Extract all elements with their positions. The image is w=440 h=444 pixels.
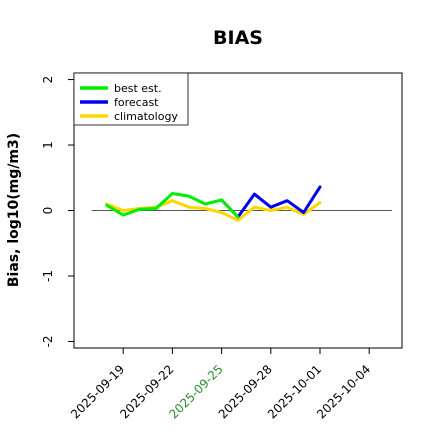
y-tick-label: 1 bbox=[41, 141, 55, 149]
y-tick-label: 0 bbox=[41, 207, 55, 215]
series-line-best-est bbox=[105, 192, 240, 219]
legend-label: forecast bbox=[114, 96, 159, 109]
legend-label: best est. bbox=[114, 82, 162, 95]
y-tick-label: -2 bbox=[41, 335, 55, 347]
y-axis-label: Bias, log10(mg/m3) bbox=[6, 133, 22, 287]
series-line-forecast bbox=[220, 185, 322, 219]
y-tick-label: -1 bbox=[41, 270, 55, 282]
chart-title: BIAS bbox=[213, 27, 263, 49]
series-group bbox=[105, 185, 322, 222]
y-ticks: -2 -1 0 1 2 bbox=[41, 76, 74, 347]
legend-label: climatology bbox=[114, 110, 178, 123]
x-ticks: 2025-09-192025-09-222025-09-252025-09-28… bbox=[68, 348, 373, 421]
y-tick-label: 2 bbox=[41, 76, 55, 84]
